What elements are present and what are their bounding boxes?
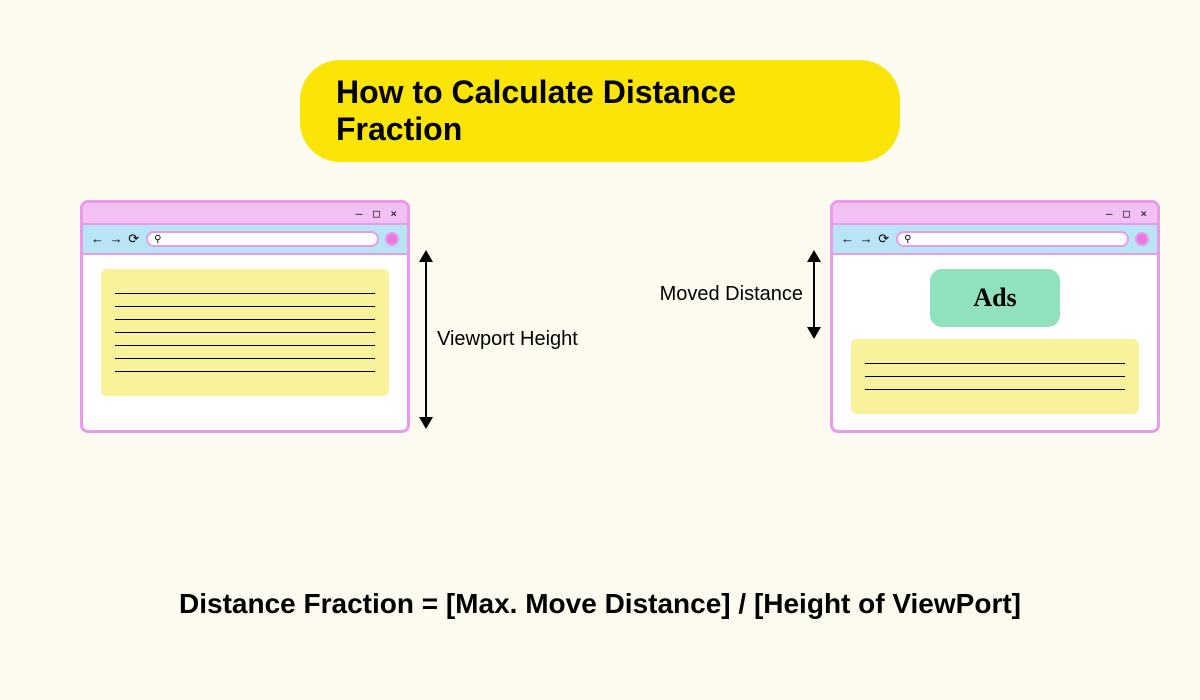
browser-toolbar: ← → ⟳ ⚲	[833, 225, 1157, 255]
window-titlebar: — □ ×	[83, 203, 407, 225]
viewport-height-measure: Viewport Height	[425, 252, 578, 427]
browser-toolbar: ← → ⟳ ⚲	[83, 225, 407, 255]
status-dot-icon	[1135, 232, 1149, 246]
moved-distance-label: Moved Distance	[660, 283, 803, 306]
address-bar: ⚲	[896, 231, 1129, 247]
text-content-block	[851, 339, 1139, 414]
diagram-row: — □ × ← → ⟳ ⚲ Viewport Height Moved Dist…	[0, 200, 1200, 480]
search-icon: ⚲	[904, 234, 911, 245]
text-line	[115, 358, 375, 359]
window-titlebar: — □ ×	[833, 203, 1157, 225]
browser-viewport-example: — □ × ← → ⟳ ⚲	[80, 200, 410, 433]
text-line	[115, 306, 375, 307]
browser-viewport	[83, 255, 407, 430]
viewport-height-label: Viewport Height	[437, 328, 578, 351]
text-line	[115, 319, 375, 320]
nav-arrows-icon: ← → ⟳	[91, 231, 140, 247]
nav-arrows-icon: ← → ⟳	[841, 231, 890, 247]
text-line	[115, 332, 375, 333]
text-line	[865, 363, 1125, 364]
text-line	[865, 376, 1125, 377]
text-line	[115, 371, 375, 372]
browser-moved-example: — □ × ← → ⟳ ⚲ Ads	[830, 200, 1160, 433]
browser-viewport: Ads	[833, 255, 1157, 430]
double-arrow-icon	[425, 252, 427, 427]
text-line	[115, 345, 375, 346]
search-icon: ⚲	[154, 234, 161, 245]
address-bar: ⚲	[146, 231, 379, 247]
double-arrow-icon	[813, 252, 815, 337]
status-dot-icon	[385, 232, 399, 246]
text-content-block	[101, 269, 389, 396]
text-line	[115, 293, 375, 294]
ads-block: Ads	[930, 269, 1060, 327]
page-title-pill: How to Calculate Distance Fraction	[300, 60, 900, 162]
formula-text: Distance Fraction = [Max. Move Distance]…	[0, 588, 1200, 620]
window-controls-icon: — □ ×	[1106, 207, 1149, 220]
window-controls-icon: — □ ×	[356, 207, 399, 220]
moved-distance-measure: Moved Distance	[660, 252, 815, 337]
text-line	[865, 389, 1125, 390]
